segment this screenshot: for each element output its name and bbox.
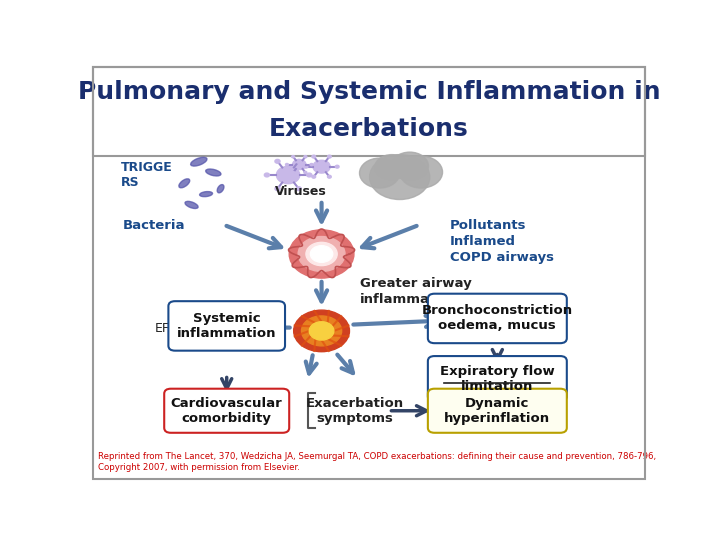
Circle shape (312, 155, 315, 158)
Circle shape (304, 171, 307, 174)
Circle shape (400, 156, 443, 188)
Circle shape (336, 165, 339, 168)
Ellipse shape (199, 192, 212, 197)
Circle shape (298, 237, 345, 272)
Circle shape (304, 156, 307, 158)
Circle shape (292, 171, 294, 174)
Circle shape (292, 156, 294, 158)
Ellipse shape (185, 201, 198, 208)
Ellipse shape (217, 185, 224, 193)
Circle shape (369, 154, 430, 199)
Circle shape (359, 158, 400, 188)
Circle shape (310, 164, 313, 166)
Circle shape (296, 187, 301, 191)
Circle shape (302, 316, 342, 346)
Text: Reprinted from The Lancet, 370, Wedzicha JA, Seemurgal TA, COPD exacerbations: d: Reprinted from The Lancet, 370, Wedzicha… (99, 452, 657, 471)
Circle shape (275, 187, 280, 191)
Ellipse shape (191, 157, 207, 166)
Text: Pollutants: Pollutants (450, 219, 526, 232)
Text: Dynamic
hyperinflation: Dynamic hyperinflation (444, 397, 550, 425)
Circle shape (296, 159, 301, 163)
FancyBboxPatch shape (168, 301, 285, 350)
Circle shape (294, 310, 349, 352)
Text: TRIGGE
RS: TRIGGE RS (121, 161, 173, 189)
Circle shape (289, 230, 354, 278)
Text: EFFECTS: EFFECTS (155, 322, 210, 335)
Circle shape (328, 176, 331, 178)
Circle shape (304, 165, 308, 168)
Text: Bronchoconstriction
oedema, mucus: Bronchoconstriction oedema, mucus (422, 305, 573, 333)
FancyBboxPatch shape (428, 389, 567, 433)
Text: Bacteria: Bacteria (123, 219, 186, 232)
Circle shape (264, 173, 269, 177)
Ellipse shape (206, 169, 221, 176)
Circle shape (286, 164, 289, 166)
Ellipse shape (179, 179, 190, 188)
Text: Cardiovascular
comorbidity: Cardiovascular comorbidity (171, 397, 282, 425)
Text: Systemic
inflammation: Systemic inflammation (177, 312, 276, 340)
Text: Expiratory flow
limitation: Expiratory flow limitation (440, 364, 554, 393)
Circle shape (292, 159, 306, 170)
FancyBboxPatch shape (428, 294, 567, 343)
Circle shape (375, 154, 408, 180)
Circle shape (312, 176, 315, 178)
Circle shape (275, 159, 280, 163)
FancyBboxPatch shape (93, 67, 645, 156)
Circle shape (307, 173, 312, 177)
Text: Exacerbation
symptoms: Exacerbation symptoms (306, 397, 404, 425)
Circle shape (276, 166, 300, 184)
Text: Exacerbations: Exacerbations (269, 117, 469, 141)
FancyBboxPatch shape (164, 389, 289, 433)
Circle shape (310, 246, 333, 262)
Text: Inflamed
COPD airways: Inflamed COPD airways (450, 235, 554, 265)
FancyBboxPatch shape (428, 356, 567, 401)
Circle shape (313, 160, 330, 173)
Text: Greater airway
inflammation: Greater airway inflammation (359, 277, 472, 306)
Circle shape (306, 242, 337, 266)
Text: Pulmonary and Systemic Inflammation in: Pulmonary and Systemic Inflammation in (78, 80, 660, 104)
Text: Viruses: Viruses (275, 185, 327, 198)
Circle shape (391, 152, 428, 180)
Circle shape (328, 155, 331, 158)
Circle shape (310, 322, 334, 340)
